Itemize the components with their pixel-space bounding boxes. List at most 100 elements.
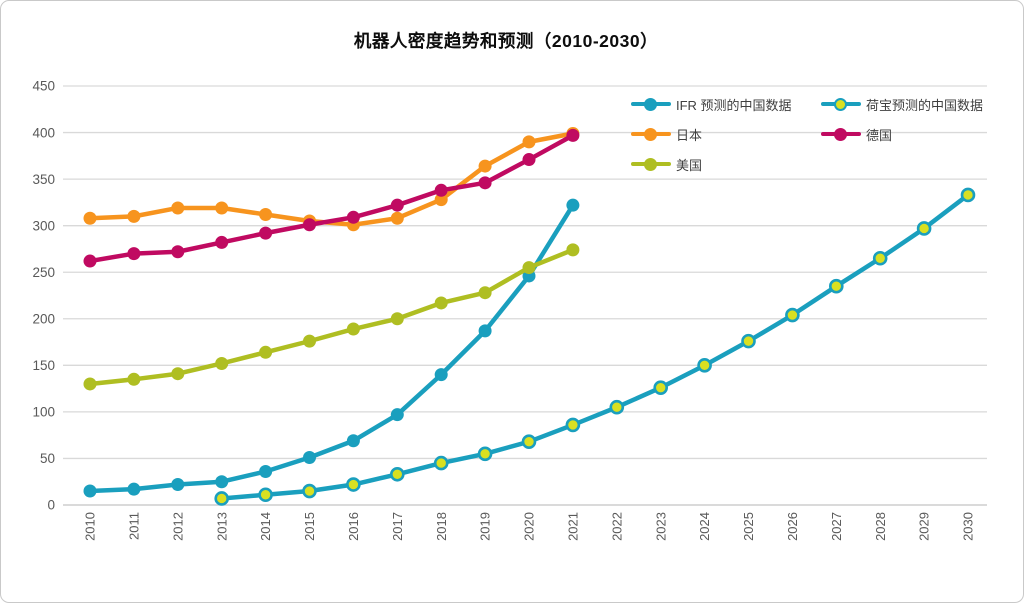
- series-line-0: [87, 202, 576, 494]
- data-point-marker: [565, 417, 581, 433]
- x-axis-label: 2030: [961, 512, 976, 541]
- data-point-marker: [478, 286, 492, 300]
- data-point-marker: [214, 491, 229, 506]
- x-axis-label: 2025: [741, 512, 756, 541]
- x-axis-label: 2015: [302, 512, 317, 541]
- legend-label: IFR 预测的中国数据: [676, 97, 792, 113]
- line-marker-icon: [631, 157, 671, 171]
- y-axis-label: 300: [32, 218, 55, 233]
- data-point-marker: [522, 261, 536, 275]
- legend-item-robeco-china: 荷宝预测的中国数据: [821, 93, 1023, 115]
- y-axis-label: 50: [40, 451, 55, 466]
- data-point-marker: [346, 477, 361, 492]
- data-point-marker: [259, 464, 273, 478]
- data-point-marker: [171, 245, 185, 259]
- data-point-marker: [828, 278, 844, 294]
- data-point-marker: [478, 324, 492, 338]
- data-point-marker: [83, 254, 97, 268]
- line-marker-icon: [631, 97, 671, 111]
- data-point-marker: [215, 235, 229, 249]
- x-axis-label: 2024: [697, 512, 712, 541]
- x-axis-label: 2022: [609, 512, 624, 541]
- legend-item-ifr-china: IFR 预测的中国数据: [631, 93, 821, 115]
- data-point-marker: [566, 243, 580, 257]
- data-point-marker: [434, 193, 448, 207]
- data-point-marker: [215, 356, 229, 370]
- data-point-marker: [259, 345, 273, 359]
- y-axis-label: 250: [32, 265, 55, 280]
- data-point-marker: [960, 187, 976, 203]
- series-line-1: [219, 192, 971, 501]
- data-point-marker: [566, 198, 580, 212]
- data-point-marker: [434, 183, 448, 197]
- y-axis-label: 150: [32, 358, 55, 373]
- data-point-marker: [127, 247, 141, 261]
- x-axis-label: 2029: [917, 512, 932, 541]
- data-point-marker: [390, 408, 404, 422]
- chart-title: 机器人密度趋势和预测（2010-2030）: [353, 31, 659, 51]
- x-axis-label: 2016: [346, 512, 361, 541]
- data-point-marker: [697, 358, 712, 373]
- data-point-marker: [872, 250, 888, 266]
- data-point-marker: [171, 367, 185, 381]
- legend-item-usa: 美国: [631, 153, 821, 175]
- legend-label: 日本: [676, 127, 703, 143]
- data-point-marker: [303, 334, 316, 348]
- data-point-marker: [389, 466, 405, 482]
- data-point-marker: [215, 201, 229, 215]
- x-axis-label: 2011: [126, 512, 141, 540]
- line-marker-icon: [821, 127, 861, 141]
- data-point-marker: [609, 399, 625, 415]
- y-axis-label: 200: [32, 312, 55, 327]
- data-point-marker: [522, 153, 536, 167]
- data-point-marker: [521, 434, 537, 449]
- x-axis-label: 2028: [873, 512, 888, 541]
- data-point-marker: [741, 333, 756, 349]
- data-point-marker: [434, 368, 448, 382]
- x-axis-label: 2020: [522, 512, 537, 541]
- data-point-marker: [127, 209, 141, 223]
- x-axis-label: 2027: [829, 512, 844, 541]
- data-point-marker: [259, 226, 273, 240]
- data-point-marker: [303, 451, 316, 465]
- y-axis-label: 0: [47, 498, 55, 513]
- data-point-marker: [916, 221, 932, 236]
- data-point-marker: [653, 380, 669, 395]
- line-marker-icon: [631, 127, 671, 141]
- y-axis-label: 350: [32, 172, 55, 187]
- data-point-marker: [83, 484, 97, 498]
- legend-label: 美国: [676, 157, 703, 173]
- y-axis-label: 100: [32, 405, 55, 420]
- legend-item-germany: 德国: [821, 123, 1023, 145]
- data-point-marker: [127, 482, 141, 496]
- x-axis-label: 2017: [390, 512, 405, 541]
- data-point-marker: [566, 128, 580, 142]
- y-axis-label: 450: [32, 79, 55, 94]
- data-point-marker: [258, 487, 273, 503]
- data-point-marker: [390, 312, 404, 326]
- data-point-marker: [434, 296, 448, 310]
- legend: IFR 预测的中国数据 荷宝预测的中国数据 日本 德国 美国: [631, 93, 1023, 175]
- data-point-marker: [259, 207, 273, 221]
- data-point-marker: [390, 198, 404, 212]
- data-point-marker: [346, 210, 360, 224]
- x-axis-label: 2021: [565, 512, 580, 541]
- x-axis-label: 2013: [214, 512, 229, 541]
- line-marker-icon: [821, 97, 861, 111]
- x-axis-label: 2023: [653, 512, 668, 541]
- data-point-marker: [433, 455, 449, 471]
- x-axis-label: 2012: [170, 512, 185, 541]
- data-point-marker: [477, 446, 493, 462]
- series-line-3: [87, 133, 576, 264]
- data-point-marker: [390, 211, 404, 225]
- data-point-marker: [346, 322, 360, 336]
- data-point-marker: [478, 159, 492, 173]
- data-point-marker: [171, 201, 185, 215]
- data-point-marker: [127, 372, 141, 386]
- x-axis-label: 2026: [785, 512, 800, 541]
- data-point-marker: [171, 478, 185, 492]
- x-axis-label: 2010: [83, 512, 98, 541]
- x-axis-label: 2019: [478, 512, 493, 541]
